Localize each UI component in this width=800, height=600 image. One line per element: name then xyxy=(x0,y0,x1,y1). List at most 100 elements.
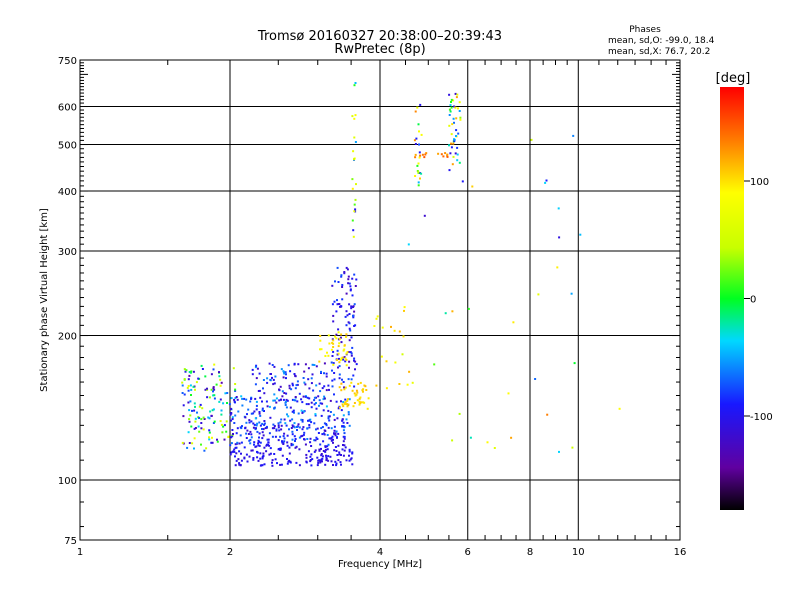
data-point xyxy=(232,433,234,435)
data-point xyxy=(345,266,348,269)
data-point xyxy=(234,414,237,417)
data-point xyxy=(204,375,207,378)
data-point xyxy=(235,452,238,455)
data-point xyxy=(255,427,257,430)
data-point xyxy=(223,424,226,427)
data-point xyxy=(306,396,309,399)
data-point xyxy=(333,300,336,303)
data-point xyxy=(327,417,330,420)
data-point xyxy=(289,406,292,409)
data-point xyxy=(321,433,324,436)
data-point xyxy=(449,152,452,155)
data-point xyxy=(544,181,547,184)
data-point xyxy=(455,135,457,137)
data-point xyxy=(318,382,321,385)
data-point xyxy=(450,98,453,101)
data-point xyxy=(454,92,457,95)
data-point xyxy=(284,404,287,406)
data-point xyxy=(318,404,320,407)
data-point xyxy=(322,398,325,401)
data-point xyxy=(352,229,355,232)
data-point xyxy=(512,321,515,324)
data-point xyxy=(352,150,355,153)
data-point xyxy=(315,402,317,404)
data-point xyxy=(446,155,449,158)
y-tick-labels: 75 100 200 300 400 500 600 750 xyxy=(58,56,77,547)
data-point xyxy=(403,306,406,309)
data-point xyxy=(236,427,239,430)
data-point xyxy=(345,292,348,295)
data-point xyxy=(318,449,321,452)
data-point xyxy=(351,451,354,454)
data-point xyxy=(261,437,264,440)
data-point xyxy=(280,418,283,421)
data-point xyxy=(333,372,336,374)
data-point xyxy=(456,146,459,149)
data-point xyxy=(459,116,462,119)
data-point xyxy=(269,452,272,455)
data-point xyxy=(211,441,214,444)
data-point xyxy=(281,390,284,393)
data-point xyxy=(241,397,244,400)
data-point xyxy=(335,333,338,336)
data-point xyxy=(322,450,325,452)
data-point xyxy=(456,159,459,162)
data-point xyxy=(213,397,216,400)
data-point xyxy=(222,402,225,405)
data-point xyxy=(219,378,222,381)
data-point xyxy=(335,400,338,403)
data-point xyxy=(342,401,345,403)
data-point xyxy=(337,407,340,410)
data-point xyxy=(345,418,348,421)
data-point xyxy=(337,444,340,447)
y-tick-label: 750 xyxy=(58,56,77,67)
data-point xyxy=(345,364,348,367)
data-point xyxy=(200,443,202,446)
data-point xyxy=(417,123,420,126)
data-point xyxy=(193,447,195,450)
data-point xyxy=(346,405,349,408)
data-point xyxy=(230,436,233,439)
data-point xyxy=(233,450,236,453)
data-point xyxy=(328,415,331,418)
data-point xyxy=(337,432,340,435)
data-point xyxy=(293,373,296,375)
data-point xyxy=(317,432,320,434)
data-point xyxy=(452,142,455,145)
data-point xyxy=(239,464,242,466)
data-point xyxy=(354,208,357,211)
data-point xyxy=(319,461,322,464)
data-point xyxy=(303,381,306,384)
data-point xyxy=(246,413,248,416)
data-point xyxy=(457,107,459,110)
data-point xyxy=(201,368,204,370)
data-point xyxy=(323,397,326,400)
data-point xyxy=(337,331,340,334)
data-point xyxy=(351,219,354,222)
data-point xyxy=(208,417,211,420)
data-point xyxy=(327,426,330,429)
data-point xyxy=(385,360,388,363)
data-point xyxy=(338,357,340,360)
data-point xyxy=(213,388,216,391)
data-point xyxy=(304,443,307,446)
data-point xyxy=(259,441,262,444)
data-point xyxy=(258,421,261,424)
data-point xyxy=(348,339,351,342)
data-point xyxy=(253,423,256,426)
data-point xyxy=(282,398,285,401)
data-point xyxy=(351,294,354,297)
data-point xyxy=(343,388,346,391)
data-point xyxy=(222,425,225,428)
data-point xyxy=(345,335,347,338)
data-point xyxy=(354,324,357,327)
data-point xyxy=(225,430,228,433)
data-point xyxy=(258,411,261,413)
data-point xyxy=(268,444,271,447)
data-point xyxy=(208,436,210,439)
data-point xyxy=(263,410,265,412)
data-point xyxy=(323,432,325,435)
data-point xyxy=(442,155,445,158)
data-point xyxy=(203,418,206,420)
data-point xyxy=(406,383,409,386)
